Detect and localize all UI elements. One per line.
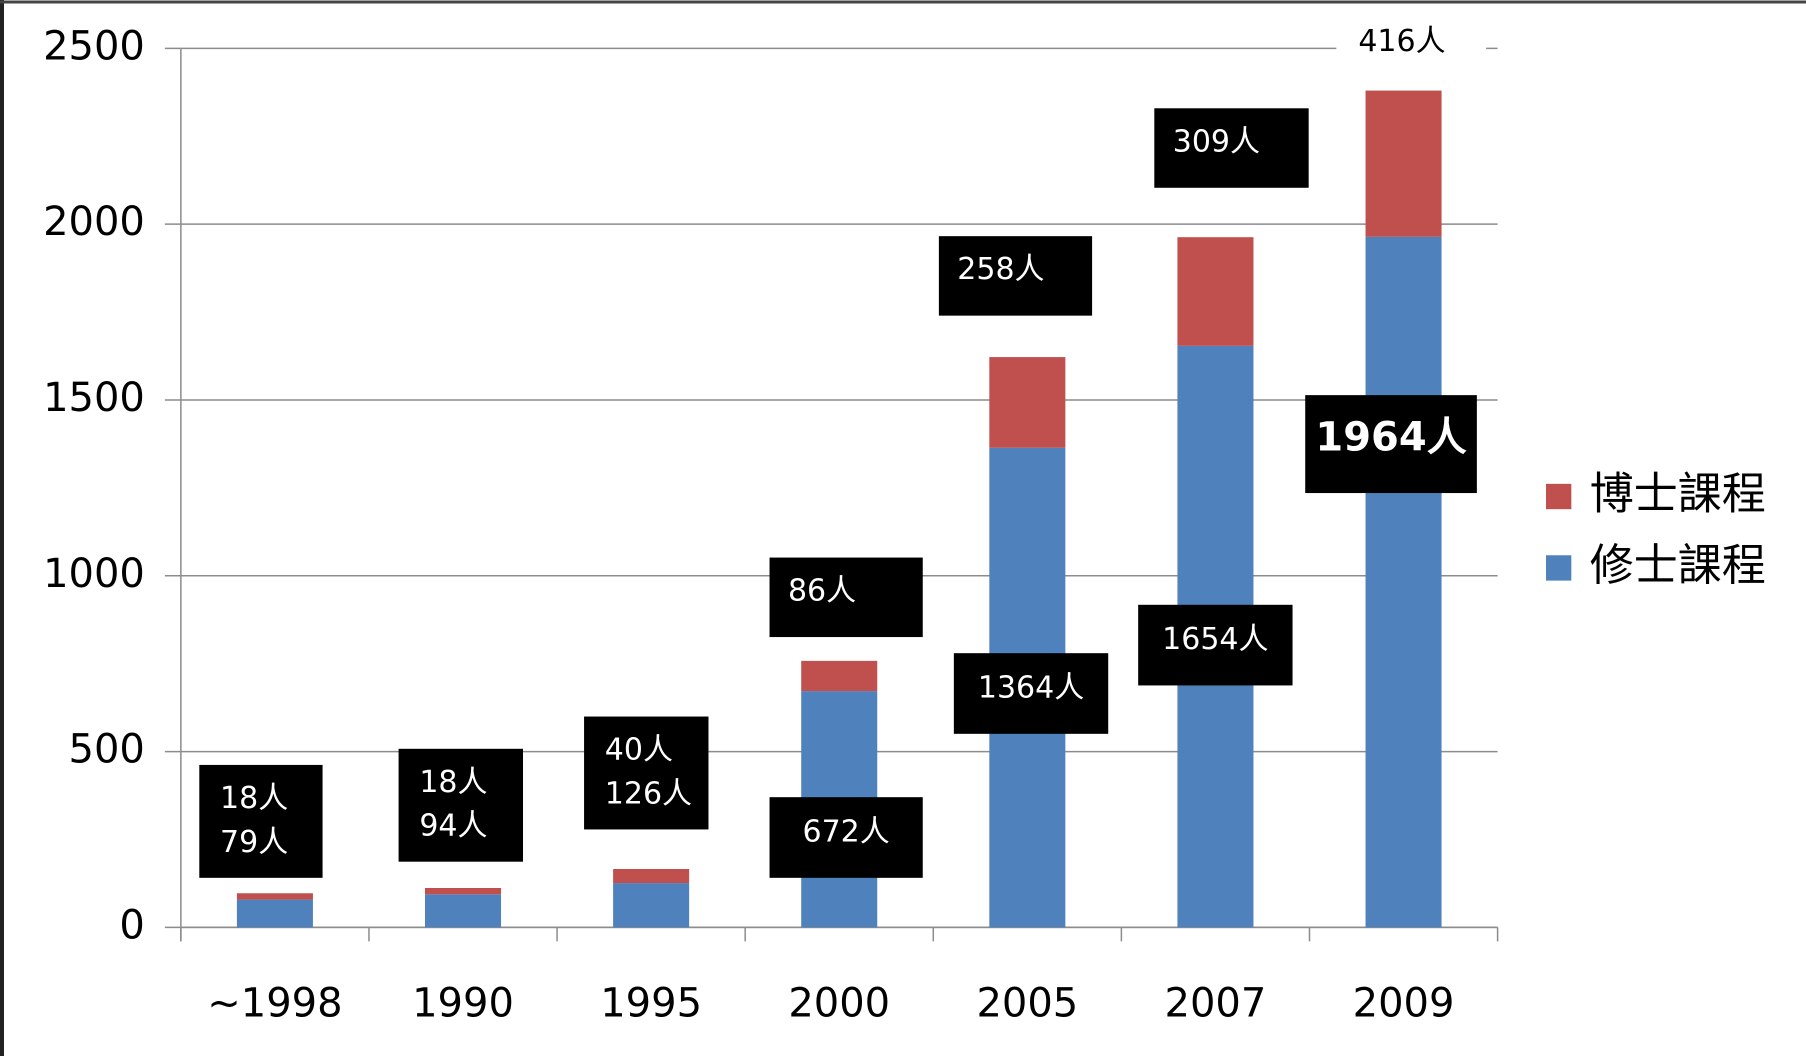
y-tick-label: 500 (69, 727, 145, 773)
bar-segment (236, 893, 313, 900)
label-box (953, 653, 1109, 734)
data-label: 18人 (220, 781, 288, 816)
bar-segment (613, 883, 690, 928)
label-box (584, 716, 709, 830)
y-tick-label: 1500 (43, 375, 145, 421)
legend-label: 博士課程 (1590, 469, 1766, 520)
data-label: 672人 (803, 814, 890, 849)
legend-label: 修士課程 (1590, 540, 1766, 591)
data-label: 94人 (419, 809, 487, 844)
legend-swatch (1545, 483, 1572, 510)
data-label: 40人 (605, 733, 673, 768)
bar-segment (1365, 90, 1442, 237)
x-tick-label: 2000 (788, 981, 890, 1027)
bar-segment (613, 868, 690, 884)
label-box (1138, 604, 1293, 686)
bar-segment (1177, 237, 1254, 346)
data-label: 416人 (1358, 24, 1445, 59)
data-label: 86人 (788, 574, 856, 609)
data-label: 1654人 (1162, 622, 1268, 657)
data-label: 79人 (220, 825, 288, 860)
data-label: 126人 (605, 776, 692, 811)
label-box (1154, 108, 1309, 188)
label-box (938, 236, 1093, 316)
label-box (199, 764, 323, 878)
y-tick-label: 2000 (43, 199, 145, 245)
y-tick-label: 0 (119, 902, 144, 948)
x-tick-label: ~1998 (207, 981, 342, 1027)
data-label: 1964人 (1315, 414, 1466, 460)
bar-segment (989, 357, 1066, 448)
label-box (1305, 395, 1477, 494)
data-label: 18人 (419, 765, 487, 800)
bar-segment (425, 894, 502, 928)
data-label: 258人 (957, 252, 1044, 287)
data-label: 1364人 (978, 670, 1084, 705)
bar-segment (236, 899, 313, 928)
label-box (398, 748, 524, 862)
bar-segment (425, 887, 502, 895)
label-box (769, 557, 923, 638)
label-box (1336, 16, 1487, 70)
y-tick-label: 2500 (43, 23, 145, 69)
x-tick-label: 1990 (412, 981, 514, 1027)
y-tick-label: 1000 (43, 551, 145, 597)
bar-segment (1365, 236, 1442, 928)
x-tick-label: 2005 (976, 981, 1078, 1027)
data-label: 309人 (1173, 124, 1260, 159)
x-tick-label: 2007 (1165, 981, 1267, 1027)
x-tick-label: 1995 (600, 981, 702, 1027)
x-tick-label: 2009 (1353, 981, 1455, 1027)
bar-segment (801, 660, 878, 692)
label-box (769, 797, 923, 878)
legend-swatch (1545, 555, 1572, 581)
